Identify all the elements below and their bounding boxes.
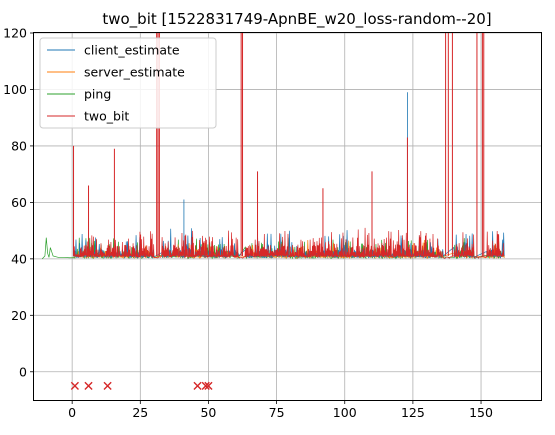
loss-marker xyxy=(204,381,213,390)
x-tick-label: 25 xyxy=(132,405,148,420)
y-tick-label: 20 xyxy=(11,308,27,323)
x-tick-label: 125 xyxy=(401,405,425,420)
x-axis: 0 25 50 75 100 125 150 xyxy=(68,400,493,420)
legend-label: server_estimate xyxy=(84,65,185,80)
legend-label: client_estimate xyxy=(84,43,180,58)
legend-box xyxy=(39,37,217,129)
y-tick-label: 120 xyxy=(3,26,27,41)
chart-title: two_bit [1522831749-ApnBE_w20_loss-rando… xyxy=(102,10,491,29)
loss-marker xyxy=(70,381,79,390)
loss-marker xyxy=(103,381,112,390)
y-axis: 0 20 40 60 80 100 120 xyxy=(3,26,34,379)
plot-frame xyxy=(33,32,542,401)
loss-marker xyxy=(201,381,210,390)
legend-label: ping xyxy=(84,87,111,102)
x-tick-label: 150 xyxy=(469,405,493,420)
series-two-bit-spikes xyxy=(73,33,485,257)
y-tick-label: 60 xyxy=(11,195,27,210)
y-tick-label: 100 xyxy=(3,82,27,97)
loss-marker xyxy=(84,381,93,390)
loss-marker xyxy=(193,381,202,390)
y-tick-label: 0 xyxy=(19,364,27,379)
x-tick-label: 50 xyxy=(200,405,216,420)
legend-label: two_bit xyxy=(84,109,129,124)
x-tick-label: 100 xyxy=(333,405,357,420)
x-tick-label: 75 xyxy=(269,405,285,420)
series-two-bit xyxy=(73,227,505,259)
loss-markers xyxy=(70,381,213,390)
x-tick-label: 0 xyxy=(68,405,76,420)
y-tick-label: 80 xyxy=(11,138,27,153)
y-tick-label: 40 xyxy=(11,251,27,266)
series xyxy=(41,33,505,260)
